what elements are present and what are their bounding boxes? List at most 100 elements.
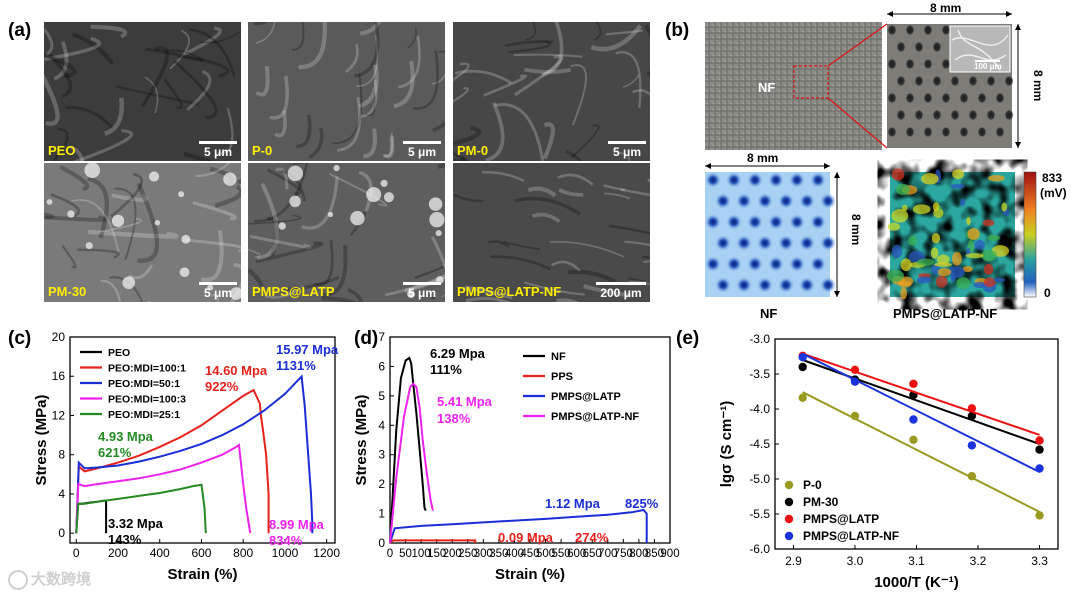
x-tick-label: 700 <box>598 548 617 560</box>
series-pps <box>389 539 477 544</box>
x-tick-label: 300 <box>474 548 493 560</box>
legend-entry: PM-30 <box>803 495 839 509</box>
series-peo-mdi-25-1 <box>75 483 207 534</box>
scale-indicator: 5 μm <box>403 141 441 159</box>
x-tick-label: 100 <box>412 548 431 560</box>
potential-dot <box>747 172 763 188</box>
dim-right: 8 mm <box>1031 70 1045 101</box>
y-tick-label: 6 <box>378 359 385 373</box>
potential-blob <box>1001 202 1008 212</box>
series-peo-mdi-50-1 <box>75 374 314 534</box>
fit-line <box>802 359 1040 445</box>
potential-dot <box>810 256 826 272</box>
data-annotation: 138% <box>437 411 471 426</box>
scale-bar <box>403 141 441 144</box>
sem-hole <box>950 75 960 87</box>
potential-blob <box>948 266 965 278</box>
y-tick-label: 12 <box>52 408 66 422</box>
potential-blob <box>983 263 994 275</box>
sem-hole <box>923 126 933 138</box>
potential-blob <box>993 277 1006 283</box>
x-tick-label: 2.9 <box>785 554 802 568</box>
legend-entry: PMPS@LATP-NF <box>803 529 899 543</box>
potential-blob <box>916 258 935 266</box>
sem-hole <box>968 75 978 87</box>
potential-blob <box>934 262 952 267</box>
data-point <box>1035 445 1044 454</box>
scale-bar <box>608 141 646 144</box>
scale-bar <box>199 141 237 144</box>
caption-pmps: PMPS@LATP-NF <box>893 306 997 321</box>
sem-tile-label: PMPS@LATP-NF <box>457 284 562 299</box>
zoom-line-top <box>827 23 888 67</box>
x-tick-label: 400 <box>505 548 524 560</box>
sem-hole <box>995 126 1005 138</box>
series-peo-mdi-100-3 <box>75 443 252 534</box>
data-point <box>967 411 977 421</box>
scale-bar <box>403 282 441 285</box>
sem-hole <box>887 24 897 36</box>
sem-hole <box>941 92 951 104</box>
scale-bar <box>596 282 646 285</box>
sem-tile-peo: PEO 5 μm <box>44 22 241 161</box>
y-tick-label: -3.0 <box>749 332 770 346</box>
panel-e-label: (e) <box>676 328 700 349</box>
data-annotation: 0.09 Mpa <box>498 530 554 545</box>
legend-entry: NF <box>551 351 566 363</box>
y-tick-label: 2 <box>378 477 385 491</box>
x-tick-label: 0 <box>73 546 80 560</box>
sem-hole <box>914 75 924 87</box>
data-annotation: 14.60 Mpa <box>205 363 268 378</box>
data-annotation: 621% <box>98 445 132 460</box>
potential-blob <box>921 173 939 185</box>
data-point <box>967 404 977 413</box>
potential-blob <box>900 258 912 272</box>
y-axis-label: Stress (MPa) <box>353 395 370 486</box>
sem-tile-pmps-latp: PMPS@LATP 5 μm <box>248 163 445 302</box>
x-axis-label: Strain (%) <box>167 566 237 583</box>
sem-hole <box>941 58 951 70</box>
series-peo <box>75 499 108 534</box>
fit-line <box>802 352 1040 473</box>
data-annotation: 143% <box>108 532 142 547</box>
plot-frame <box>69 336 336 544</box>
data-point <box>850 377 860 386</box>
sem-hole <box>923 24 933 36</box>
series-pmps-latp <box>389 508 648 544</box>
potential-blob <box>982 219 995 227</box>
x-tick-label: 750 <box>614 548 633 560</box>
legend-entry: PEO:MDI=100:3 <box>108 394 186 406</box>
sem-hole <box>896 109 906 121</box>
potential-blob <box>956 277 971 290</box>
series-pmps-latp-nf <box>389 382 434 544</box>
x-tick-label: 3.1 <box>908 554 925 568</box>
x-tick-label: 50 <box>399 548 412 560</box>
x-axis-label: Strain (%) <box>495 566 565 583</box>
potential-blob <box>960 198 966 207</box>
data-point <box>1035 464 1044 473</box>
data-annotation: 922% <box>205 379 239 394</box>
sem-hole <box>896 41 906 53</box>
potential-dot <box>715 193 731 209</box>
scale-indicator: 200 μm <box>596 282 646 300</box>
data-annotation: 825% <box>625 496 659 511</box>
scale-indicator: 5 μm <box>199 282 237 300</box>
potential-dot <box>778 193 794 209</box>
potential-dot <box>799 277 815 293</box>
fit-line <box>802 391 1040 513</box>
x-tick-label: 200 <box>443 548 462 560</box>
x-tick-label: 850 <box>645 548 664 560</box>
colorbar <box>1023 171 1037 298</box>
potential-dot <box>768 214 784 230</box>
potential-blob <box>987 234 1000 241</box>
data-point <box>1035 511 1044 520</box>
potential-blob <box>974 239 986 251</box>
sem-hole <box>905 58 915 70</box>
potential-dot <box>810 172 826 188</box>
y-tick-label: 8 <box>58 448 65 462</box>
potential-dot <box>789 214 805 230</box>
zoom-line-bottom <box>827 97 888 149</box>
scale-indicator: 5 μm <box>608 141 646 159</box>
scale-indicator: 5 μm <box>403 282 441 300</box>
potential-dot <box>726 172 742 188</box>
